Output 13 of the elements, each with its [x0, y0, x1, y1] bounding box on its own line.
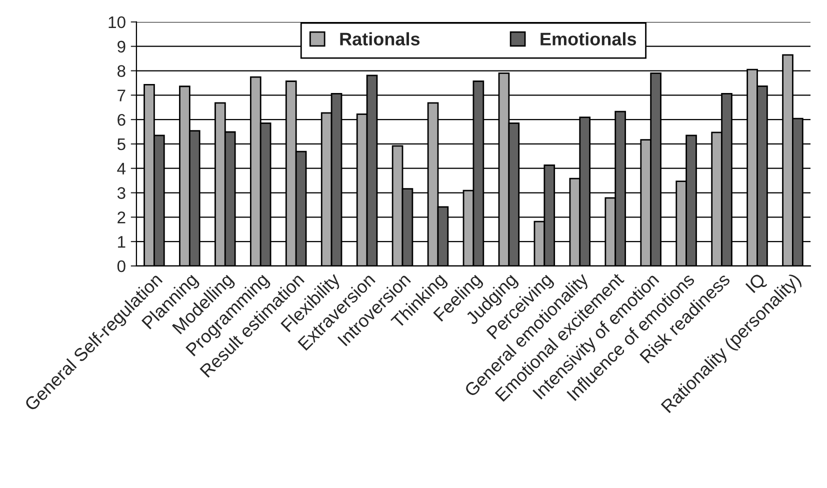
y-tick-label: 2 [118, 212, 126, 224]
y-tick-label: 8 [117, 65, 126, 77]
y-tick-label: 4 [117, 162, 126, 174]
y-tick-label: 3 [117, 187, 126, 199]
y-tick-label: 10 [108, 16, 126, 28]
legend-label: Rationals [340, 32, 420, 46]
y-tick-label: 7 [118, 90, 126, 102]
y-tick-label: 6 [118, 114, 126, 126]
y-tick-label: 0 [117, 260, 126, 272]
y-tick-label: 9 [118, 40, 126, 53]
legend-label: Emotionals [540, 32, 636, 46]
y-tick-label: 1 [118, 236, 126, 248]
y-tick-label: 5 [117, 138, 126, 150]
